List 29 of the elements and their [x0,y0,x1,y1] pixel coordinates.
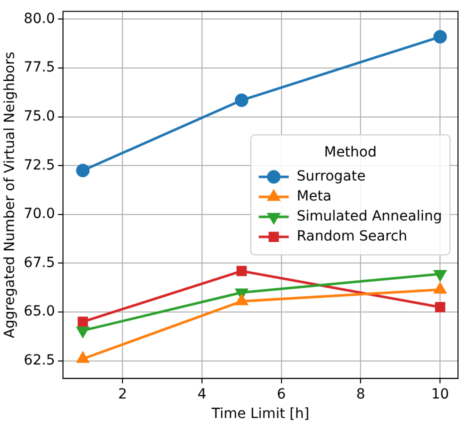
point [78,316,88,327]
x-tick-label: 2 [118,386,127,402]
y-tick-label: 70.0 [24,206,55,222]
y-axis-title: Aggregated Number of Virtual Neighbors [2,52,18,338]
point [434,302,446,312]
y-tick-label: 77.5 [24,60,55,76]
legend-label: Meta [296,188,332,205]
x-tick-label: 4 [197,386,206,402]
point [76,352,89,363]
legend-label: Simulated Annealing [296,208,442,225]
x-tick-label: 8 [356,386,366,402]
y-tick-label: 80.0 [24,10,55,27]
point [236,294,248,306]
x-tick-label: 10 [431,386,450,402]
legend-label: Random Search [296,228,408,245]
point [76,164,90,178]
x-tick-label: 6 [276,386,286,402]
y-tick-label: 72.5 [24,157,55,174]
point [434,282,446,294]
y-tick-label: 67.5 [24,254,55,271]
point [433,30,447,44]
y-tick-label: 62.5 [24,352,55,368]
x-axis-title: Time Limit [h] [210,406,310,422]
legend-title: Method [324,144,377,161]
y-tick-label: 65.0 [24,304,55,320]
y-tick-label: 75.0 [24,108,55,124]
point [236,266,247,276]
point [234,93,248,107]
legend-label: Surrogate [296,168,366,185]
